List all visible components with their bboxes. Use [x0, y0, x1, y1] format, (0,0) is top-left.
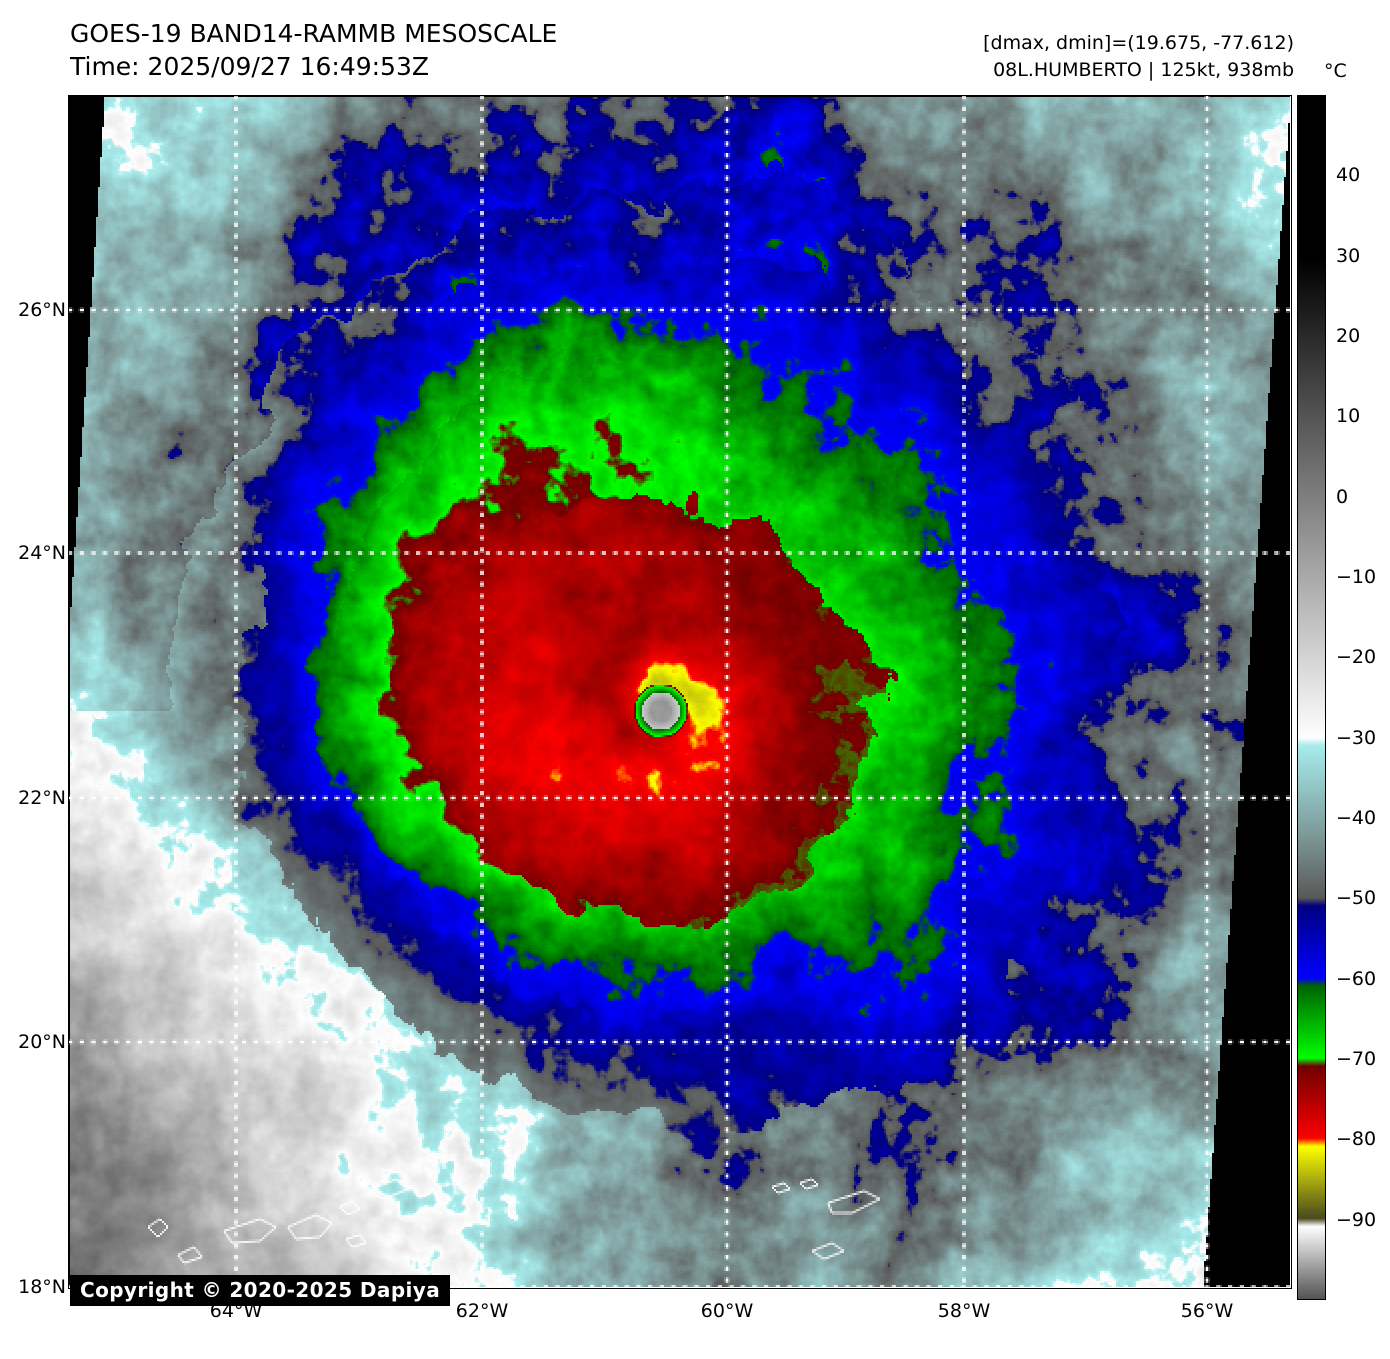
dmax-dmin-label: [dmax, dmin]=(19.675, -77.612) [983, 32, 1294, 54]
colorbar-tick-6: −20 [1336, 646, 1377, 669]
colorbar-tick-0: 40 [1336, 164, 1361, 187]
colorbar-tick-1: 30 [1336, 244, 1361, 267]
colorbar-unit-label: °C [1324, 60, 1347, 82]
lat-tick-label-0: 26°N [18, 299, 66, 321]
copyright-label: Copyright © 2020-2025 Dapiya [70, 1275, 451, 1306]
colorbar-tick-10: −60 [1336, 967, 1377, 990]
lat-tick-label-1: 24°N [18, 542, 66, 564]
lon-tick-label-4: 56°W [1180, 1300, 1234, 1322]
colorbar-tick-12: −80 [1336, 1128, 1377, 1151]
lon-tick-label-2: 60°W [700, 1300, 754, 1322]
colorbar-tick-3: 10 [1336, 405, 1361, 428]
lat-tick-label-4: 18°N [18, 1276, 66, 1298]
infrared-imagery-canvas [68, 95, 1290, 1287]
colorbar [1297, 95, 1326, 1300]
lon-tick-label-1: 62°W [455, 1300, 509, 1322]
lat-tick-label-2: 22°N [18, 787, 66, 809]
annotation-block: [dmax, dmin]=(19.675, -77.612) 08L.HUMBE… [983, 30, 1294, 84]
colorbar-tick-8: −40 [1336, 807, 1377, 829]
lat-tick-label-3: 20°N [18, 1031, 66, 1053]
colorbar-tick-11: −70 [1336, 1048, 1377, 1070]
page-title: GOES-19 BAND14-RAMMB MESOSCALE [70, 19, 558, 48]
colorbar-gradient [1297, 95, 1326, 1300]
colorbar-tick-13: −90 [1336, 1208, 1377, 1231]
colorbar-tick-7: −30 [1336, 726, 1377, 749]
storm-info-label: 08L.HUMBERTO | 125kt, 938mb [993, 58, 1294, 81]
colorbar-tick-4: 0 [1336, 485, 1349, 508]
colorbar-tick-2: 20 [1336, 325, 1361, 347]
colorbar-tick-9: −50 [1336, 887, 1377, 910]
satellite-plot-area [68, 95, 1290, 1287]
timestamp-label: Time: 2025/09/27 16:49:53Z [70, 51, 429, 81]
title-block: GOES-19 BAND14-RAMMB MESOSCALE Time: 202… [70, 18, 557, 83]
colorbar-tick-5: −10 [1336, 566, 1377, 588]
lon-tick-label-3: 58°W [937, 1300, 991, 1322]
